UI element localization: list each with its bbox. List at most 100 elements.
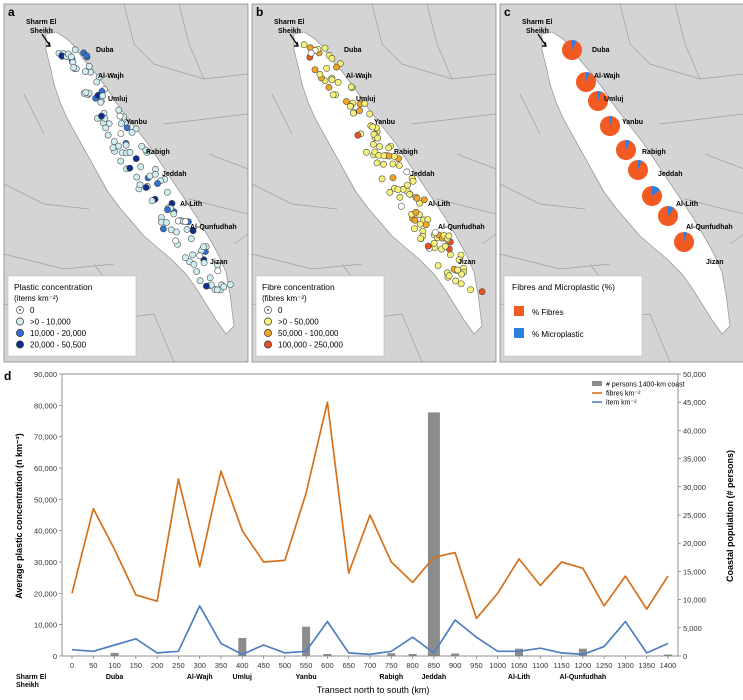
x-tick-label: 1100	[532, 661, 548, 670]
map-panel-b: Sharm El Sheikh Duba Al-Wajh Umluj Yanbu Rabig…	[251, 3, 497, 363]
station-dot	[213, 286, 221, 294]
place-label: Al-Lith	[428, 201, 450, 208]
arrow-icon	[289, 33, 299, 47]
station-dot	[378, 175, 386, 183]
panel-letter-c: c	[504, 5, 511, 19]
population-bar	[408, 654, 417, 656]
legend-unit: (fibres km⁻²)	[262, 294, 307, 303]
x-place-label: Al-Qunfudhah	[560, 674, 607, 681]
station-dot	[70, 64, 77, 71]
station-dot	[183, 226, 191, 233]
station-dot	[346, 102, 354, 110]
x-tick-label: 950	[470, 661, 483, 670]
station-dot	[142, 184, 150, 191]
legend-label: 0	[278, 306, 283, 315]
pie-microplastic-slice	[684, 232, 688, 242]
legend-label: % Fibres	[532, 308, 564, 317]
station-dot	[83, 52, 91, 60]
station-dot	[411, 216, 419, 224]
station-dot	[329, 91, 337, 99]
station-dot	[445, 272, 453, 280]
station-dot	[422, 221, 430, 229]
red-sea	[541, 31, 731, 335]
place-label: Duba	[96, 47, 114, 54]
station-dot	[316, 71, 324, 78]
station-dot	[356, 107, 363, 114]
place-label: Al-Lith	[676, 201, 698, 208]
legend-panel-b: Fibre concentration (fibres km⁻²) 0 >0 - …	[255, 275, 385, 357]
legend-swatch	[16, 329, 24, 337]
place-label: Jeddah	[162, 171, 187, 178]
place-label: Yanbu	[622, 119, 643, 126]
station-dot	[376, 143, 383, 150]
station-dot	[391, 153, 398, 160]
pie-microplastic-slice	[572, 40, 577, 50]
station-dot	[109, 144, 117, 152]
country-borders	[252, 4, 496, 362]
station-dot	[323, 64, 331, 72]
station-dot	[71, 46, 79, 54]
legend-swatch	[514, 328, 524, 338]
station-dot	[328, 76, 336, 84]
station-dot	[416, 220, 424, 228]
place-label-sharm: Sheikh	[526, 28, 549, 35]
legend-swatch	[19, 309, 21, 311]
station-dot	[122, 141, 130, 149]
x-tick-label: 450	[257, 661, 270, 670]
station-dot	[148, 197, 156, 205]
x-axis-label: Transect north to south (km)	[317, 685, 430, 695]
x-tick-label: 300	[193, 661, 206, 670]
legend-panel-c: Fibres and Microplastic (%) % Fibres % Mi…	[503, 275, 643, 357]
station-dot	[380, 160, 387, 168]
x-tick-label: 900	[449, 661, 462, 670]
station-dot	[187, 235, 195, 243]
station-dot	[68, 53, 75, 61]
x-tick-label: 1250	[596, 661, 613, 670]
x-tick-label: 500	[279, 661, 292, 670]
place-label: Umluj	[604, 96, 624, 103]
fibres-series-line	[71, 401, 669, 620]
station-dot	[163, 219, 170, 226]
station-dot	[102, 124, 109, 132]
pie-microplastic-slice	[586, 72, 590, 82]
x-tick-label: 1000	[489, 661, 506, 670]
station-dot	[363, 148, 370, 156]
x-place-label: Al-Wajh	[187, 674, 213, 681]
station-dot	[189, 251, 196, 259]
station-dot	[118, 120, 125, 127]
station-dot	[300, 41, 308, 49]
place-label-sharm: Sheikh	[278, 28, 301, 35]
station-dot	[200, 259, 208, 267]
x-tick-label: 700	[364, 661, 377, 670]
place-label: Jizan	[458, 259, 476, 266]
legend-label: >0 - 10,000	[30, 318, 71, 327]
map-panel-c: Sharm El Sheikh Duba Al-Wajh Umluj Yanbu Rabig…	[499, 3, 743, 363]
y-left-tick-label: 40,000	[34, 527, 57, 536]
x-tick-label: 1200	[575, 661, 592, 670]
station-dot	[452, 277, 459, 285]
place-label: Duba	[344, 47, 362, 54]
station-dot	[397, 202, 405, 210]
legend-swatch	[267, 309, 269, 311]
place-label: Jeddah	[410, 171, 435, 178]
population-bar	[515, 648, 523, 656]
station-dot	[396, 193, 404, 201]
station-dot	[123, 124, 131, 132]
station-dot	[328, 55, 336, 62]
place-label: Jizan	[706, 259, 724, 266]
station-dot	[386, 189, 394, 196]
legend-panel-a: Plastic concentration (items km⁻²) 0 >0 -…	[7, 275, 137, 357]
x-tick-label: 600	[321, 661, 334, 670]
x-place-label: Sheikh	[16, 682, 39, 689]
station-dot	[97, 98, 105, 106]
station-dot	[394, 186, 402, 193]
station-dot	[458, 270, 465, 278]
station-dot	[115, 106, 123, 114]
station-dot	[441, 242, 449, 250]
station-dot	[361, 100, 369, 107]
station-dot	[321, 44, 329, 52]
station-dot	[99, 92, 106, 100]
y-right-tick-label: 30,000	[683, 483, 706, 492]
legend-label: item km⁻²	[606, 400, 637, 407]
station-dot	[104, 131, 112, 139]
